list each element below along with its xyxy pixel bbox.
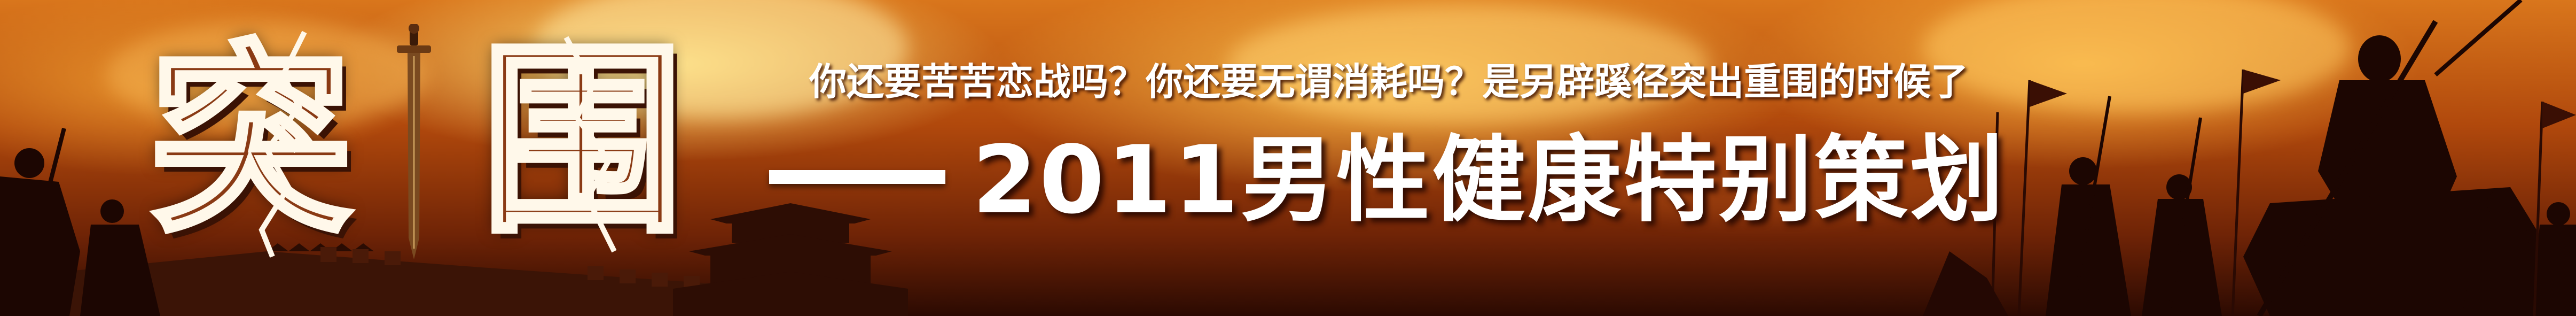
crack-effect <box>259 30 307 258</box>
main-title: 2011男性健康特别策划 <box>972 126 2006 235</box>
cloud <box>1228 5 1709 123</box>
title-dash <box>769 170 945 184</box>
wall-battlements <box>320 247 700 290</box>
subtitle: 你还要苦苦恋战吗？你还要无谓消耗吗？是另辟蹊径突出重围的时候了 <box>809 60 1968 104</box>
pagoda-icon <box>673 203 908 316</box>
crack-effect <box>563 36 617 253</box>
cloud <box>1923 0 2350 112</box>
title-character-tu: 突 <box>147 23 355 260</box>
warrior-icon <box>1923 0 2576 316</box>
sword-icon <box>397 24 431 259</box>
cloud <box>107 21 427 128</box>
cloud <box>534 0 908 118</box>
warrior-icon <box>0 128 160 316</box>
cloud <box>1549 134 1976 219</box>
